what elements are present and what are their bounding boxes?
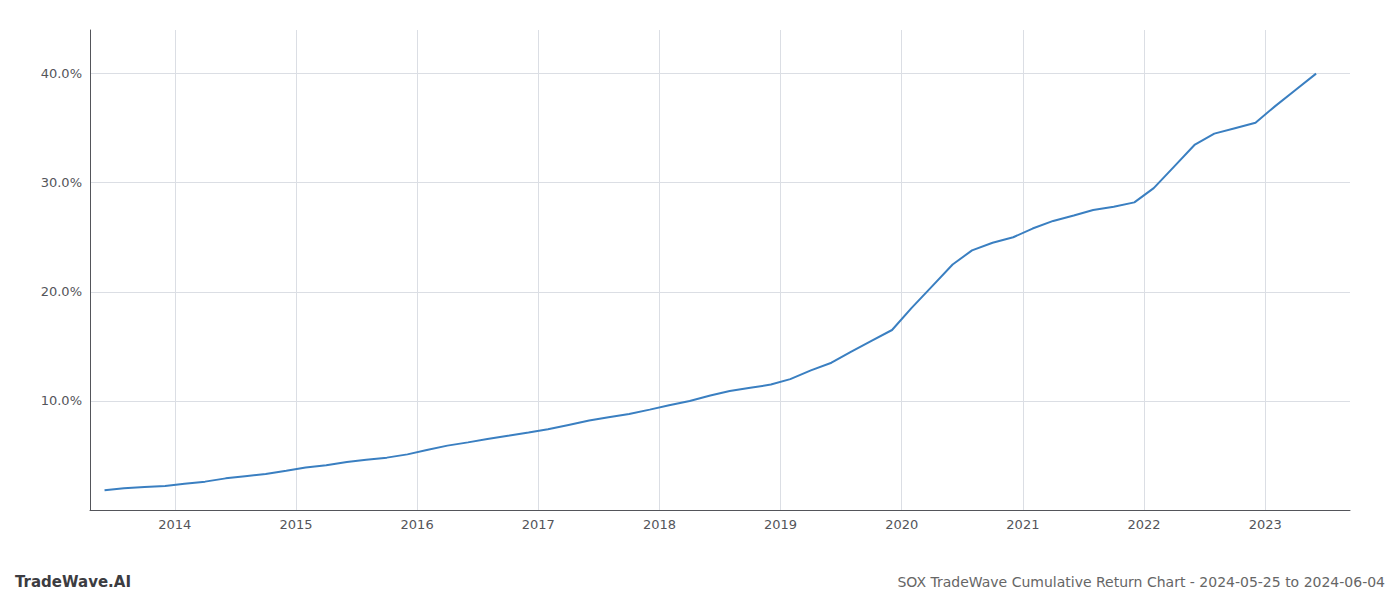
svg-text:20.0%: 20.0% (41, 284, 82, 299)
svg-text:TradeWave.AI: TradeWave.AI (15, 573, 131, 591)
svg-text:2021: 2021 (1006, 517, 1039, 532)
svg-text:2020: 2020 (885, 517, 918, 532)
svg-text:40.0%: 40.0% (41, 66, 82, 81)
svg-text:2017: 2017 (522, 517, 555, 532)
svg-text:10.0%: 10.0% (41, 393, 82, 408)
svg-text:2016: 2016 (401, 517, 434, 532)
svg-text:2019: 2019 (764, 517, 797, 532)
svg-text:2022: 2022 (1127, 517, 1160, 532)
svg-text:SOX TradeWave Cumulative Retur: SOX TradeWave Cumulative Return Chart - … (897, 574, 1385, 590)
svg-text:2015: 2015 (279, 517, 312, 532)
svg-text:2018: 2018 (643, 517, 676, 532)
svg-text:2014: 2014 (158, 517, 191, 532)
svg-text:30.0%: 30.0% (41, 175, 82, 190)
svg-text:2023: 2023 (1249, 517, 1282, 532)
